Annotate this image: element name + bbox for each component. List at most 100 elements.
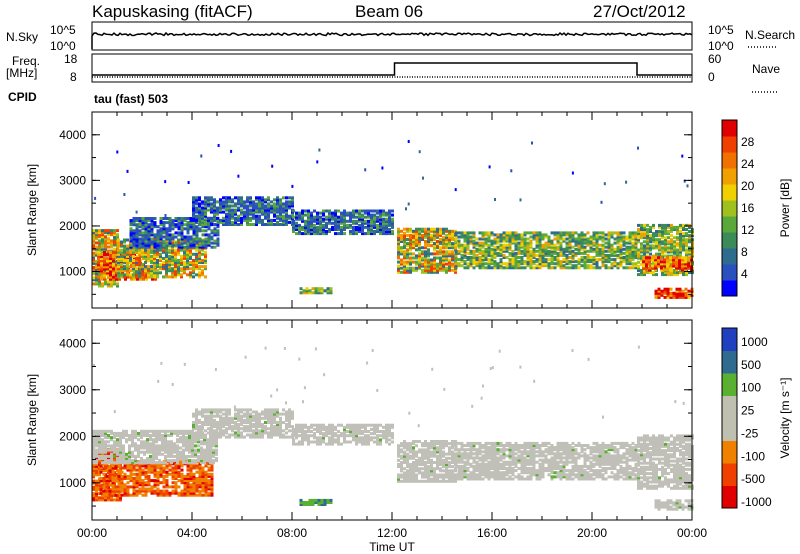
data-cell [640,225,643,229]
data-cell [138,241,142,245]
data-cell [649,240,652,244]
data-cell [684,262,687,266]
data-cell [292,225,295,229]
data-cell [316,219,319,223]
data-cell [104,436,107,440]
colorbar-tick-label: 20 [741,179,755,193]
data-cell [666,260,669,264]
data-cell [225,208,228,212]
speckle [381,166,384,170]
data-cell [511,251,515,255]
data-cell [439,264,442,268]
data-cell [319,230,322,233]
data-cell [176,440,179,444]
data-cell [487,258,491,262]
data-cell [177,248,180,252]
data-cell [207,483,211,487]
data-cell [200,442,203,446]
data-cell [155,438,158,442]
data-cell [111,481,115,485]
data-cell [469,262,473,266]
data-cell [164,444,167,448]
data-cell [98,450,101,454]
data-cell [186,231,190,235]
data-cell [679,244,682,248]
data-cell [508,239,512,243]
data-cell [105,493,109,497]
data-cell [433,246,436,250]
data-cell [120,269,123,273]
data-cell [104,498,107,502]
data-cell [110,429,113,433]
data-cell [155,457,158,460]
data-cell [104,231,107,235]
data-cell [499,264,503,268]
data-cell [113,235,116,239]
data-cell [195,235,199,239]
data-cell [149,457,152,460]
data-cell [642,262,645,266]
data-cell [95,431,98,435]
data-cell [688,250,691,254]
data-cell [634,245,638,249]
data-cell [186,466,190,470]
data-cell [120,275,123,279]
data-cell [192,208,195,212]
data-cell [358,217,361,221]
data-cell [177,252,180,256]
data-cell [580,256,584,259]
data-cell [669,295,673,299]
data-cell [288,202,291,206]
data-cell [108,472,112,476]
data-cell [601,249,605,253]
data-cell [586,256,590,259]
data-cell [382,225,385,229]
data-cell [448,258,451,262]
data-cell [625,260,629,264]
data-cell [95,483,98,487]
data-cell [111,464,115,468]
data-cell [475,258,479,262]
data-cell [669,264,672,268]
data-cell [352,221,355,225]
data-cell [156,487,160,491]
data-cell [156,231,160,235]
data-cell [682,242,685,246]
data-cell [153,263,156,267]
data-cell [113,280,116,284]
data-cell [304,228,307,231]
data-cell [672,295,676,299]
data-cell [138,263,141,267]
data-cell [508,243,512,247]
data-cell [119,444,122,448]
data-cell [433,260,436,264]
data-cell [577,243,581,247]
data-cell [104,444,107,448]
data-cell [132,493,136,497]
data-cell [601,233,605,237]
data-cell [340,215,343,219]
data-cell [105,474,109,478]
data-cell [334,219,337,223]
data-cell [496,241,500,245]
data-cell [158,450,161,454]
data-cell [216,231,220,235]
data-cell [144,481,148,485]
data-cell [445,246,448,250]
data-cell [92,436,95,440]
data-cell [127,257,130,261]
data-cell [583,235,587,239]
data-cell [607,237,611,241]
data-cell [189,466,193,470]
data-cell [189,485,193,489]
data-cell [385,228,388,231]
data-cell [167,444,170,448]
data-cell [316,225,319,229]
data-cell [388,217,391,221]
data-cell [204,474,208,478]
data-cell [204,233,208,237]
data-cell [568,266,572,270]
data-cell [113,475,116,479]
data-cell [313,225,316,229]
data-cell [117,481,121,485]
